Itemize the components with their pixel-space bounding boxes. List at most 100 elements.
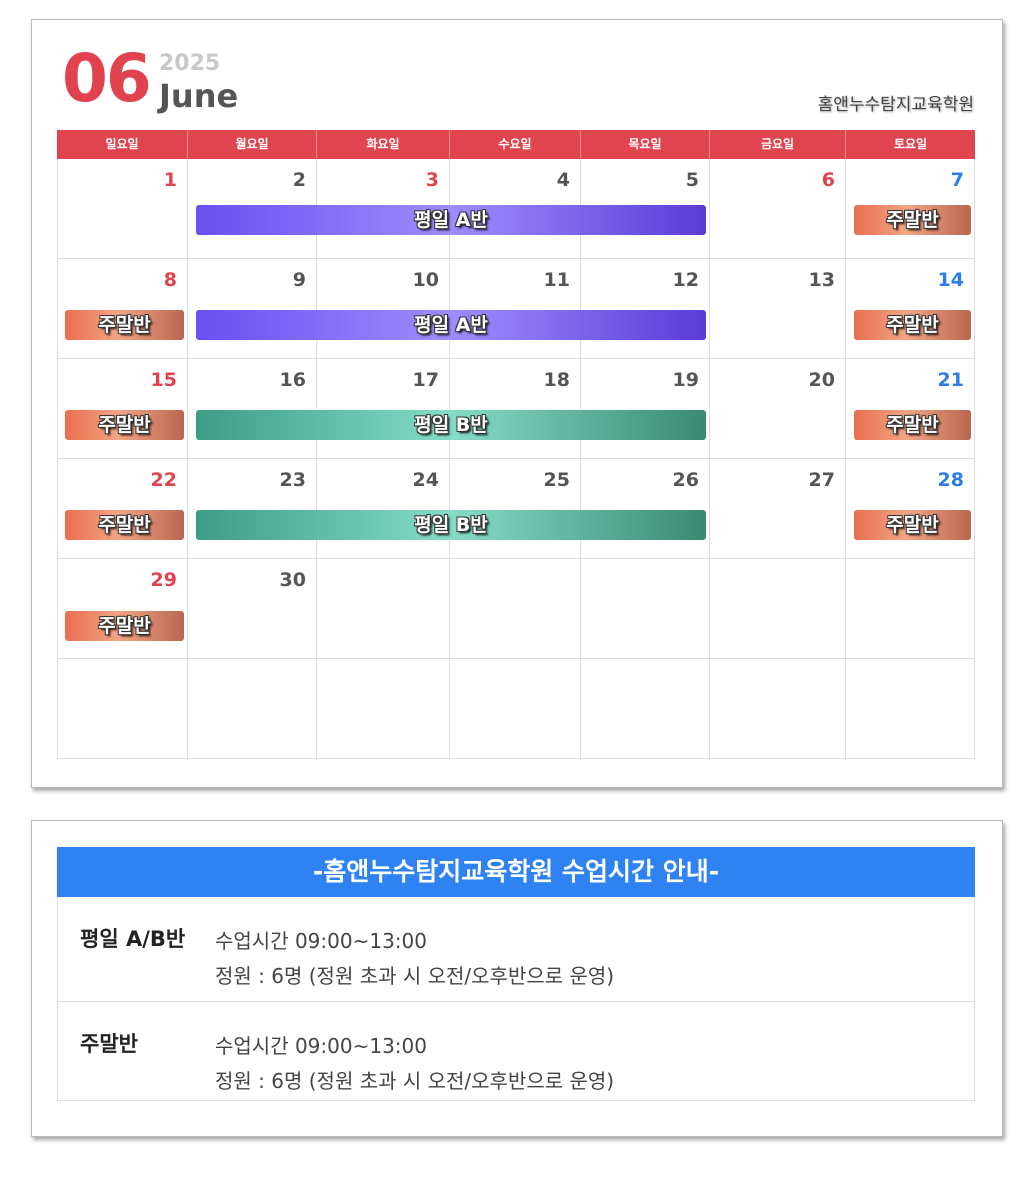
- capacity-text: 정원 : 6명 (정원 초과 시 오전/오후반으로 운영): [215, 1069, 615, 1093]
- calendar-day-cell[interactable]: 22: [57, 459, 188, 558]
- day-number: 29: [150, 569, 177, 591]
- academy-name: 홈앤누수탐지교육학원: [817, 95, 974, 115]
- day-number: 24: [412, 469, 439, 491]
- calendar-day-cell: [317, 659, 450, 758]
- info-title: -홈앤누수탐지교육학원 수업시간 안내-: [57, 847, 975, 897]
- day-number: 1: [163, 169, 177, 191]
- calendar-day-cell[interactable]: 6: [710, 159, 846, 258]
- calendar-grid: 일요일 월요일 화요일 수요일 목요일 금요일 토요일 1 2 3 4 5 6 7 평일 A반 주말반 8 9 1…: [57, 130, 975, 759]
- weekday-header-cell: 목요일: [581, 130, 710, 159]
- calendar-day-cell[interactable]: 18: [450, 359, 581, 458]
- weekday-header-cell: 수요일: [450, 130, 581, 159]
- calendar-day-cell[interactable]: 9: [188, 259, 317, 358]
- class-time-text: 수업시간 09:00~13:00: [215, 1034, 427, 1058]
- calendar-day-cell[interactable]: 10: [317, 259, 450, 358]
- weekday-header-cell: 월요일: [188, 130, 317, 159]
- day-number: 16: [279, 369, 306, 391]
- calendar-day-cell: [450, 559, 581, 658]
- day-number: 30: [279, 569, 306, 591]
- calendar-day-cell: [846, 559, 975, 658]
- calendar-day-cell[interactable]: 28: [846, 459, 975, 558]
- calendar-day-cell[interactable]: 27: [710, 459, 846, 558]
- day-number: 26: [672, 469, 699, 491]
- calendar-day-cell: [710, 659, 846, 758]
- day-number: 10: [412, 269, 439, 291]
- calendar-week-row: 29 30 주말반: [57, 559, 975, 659]
- calendar-day-cell[interactable]: 1: [57, 159, 188, 258]
- weekend-class-bar[interactable]: 주말반: [854, 310, 971, 340]
- day-number: 6: [821, 169, 835, 191]
- month-name: June: [159, 77, 239, 115]
- day-number: 28: [937, 469, 964, 491]
- calendar-day-cell: [581, 659, 710, 758]
- day-number: 3: [425, 169, 439, 191]
- calendar-day-cell[interactable]: 12: [581, 259, 710, 358]
- info-row-label: 주말반: [80, 1032, 138, 1056]
- day-number: 15: [150, 369, 177, 391]
- calendar-day-cell: [57, 659, 188, 758]
- weekend-class-bar[interactable]: 주말반: [65, 410, 184, 440]
- info-row-weekend: 주말반 수업시간 09:00~13:00 정원 : 6명 (정원 초과 시 오전…: [58, 1002, 974, 1100]
- day-number: 8: [163, 269, 177, 291]
- calendar-day-cell[interactable]: 24: [317, 459, 450, 558]
- calendar-day-cell: [710, 559, 846, 658]
- weekday-header-cell: 토요일: [893, 137, 928, 151]
- weekday-header-cell: 화요일: [317, 130, 450, 159]
- calendar-day-cell[interactable]: 29: [57, 559, 188, 658]
- calendar-day-cell[interactable]: 13: [710, 259, 846, 358]
- calendar-day-cell[interactable]: 21: [846, 359, 975, 458]
- weekday-a-class-bar[interactable]: 평일 A반: [196, 205, 706, 235]
- calendar-day-cell[interactable]: 11: [450, 259, 581, 358]
- calendar-panel: 06 2025 June 홈앤누수탐지교육학원 일요일 월요일 화요일 수요일 목요일 금…: [31, 19, 1003, 788]
- calendar-week-row: 15 16 17 18 19 20 21 주말반 평일 B반 주말반: [57, 359, 975, 459]
- weekday-b-class-bar[interactable]: 평일 B반: [196, 410, 706, 440]
- weekend-class-bar[interactable]: 주말반: [854, 510, 971, 540]
- month-number: 06: [62, 40, 152, 117]
- year-label: 2025: [159, 51, 221, 76]
- day-number: 25: [543, 469, 570, 491]
- calendar-day-cell: [846, 659, 975, 758]
- weekday-b-class-bar[interactable]: 평일 B반: [196, 510, 706, 540]
- day-number: 11: [543, 269, 570, 291]
- day-number: 17: [412, 369, 439, 391]
- calendar-day-cell[interactable]: 5: [581, 159, 710, 258]
- calendar-day-cell[interactable]: 7: [846, 159, 975, 258]
- calendar-day-cell[interactable]: 19: [581, 359, 710, 458]
- calendar-day-cell[interactable]: 26: [581, 459, 710, 558]
- day-number: 21: [937, 369, 964, 391]
- calendar-day-cell[interactable]: 30: [188, 559, 317, 658]
- weekday-header-cell: 금요일: [710, 130, 846, 159]
- day-number: 18: [543, 369, 570, 391]
- info-row-weekday: 평일 A/B반 수업시간 09:00~13:00 정원 : 6명 (정원 초과 …: [58, 897, 974, 1002]
- weekday-a-class-bar[interactable]: 평일 A반: [196, 310, 706, 340]
- capacity-text: 정원 : 6명 (정원 초과 시 오전/오후반으로 운영): [215, 964, 615, 988]
- calendar-day-cell[interactable]: 8: [57, 259, 188, 358]
- weekend-class-bar[interactable]: 주말반: [65, 611, 184, 641]
- day-number: 23: [279, 469, 306, 491]
- day-number: 5: [685, 169, 699, 191]
- calendar-day-cell: [581, 559, 710, 658]
- calendar-day-cell[interactable]: 17: [317, 359, 450, 458]
- weekend-class-bar[interactable]: 주말반: [65, 310, 184, 340]
- day-number: 9: [292, 269, 306, 291]
- weekday-header: 일요일 월요일 화요일 수요일 목요일 금요일 토요일: [57, 130, 975, 159]
- calendar-day-cell[interactable]: 15: [57, 359, 188, 458]
- day-number: 7: [950, 169, 964, 191]
- day-number: 19: [672, 369, 699, 391]
- day-number: 22: [150, 469, 177, 491]
- calendar-day-cell[interactable]: 23: [188, 459, 317, 558]
- calendar-day-cell[interactable]: 20: [710, 359, 846, 458]
- calendar-day-cell[interactable]: 16: [188, 359, 317, 458]
- weekend-class-bar[interactable]: 주말반: [65, 510, 184, 540]
- class-info-panel: -홈앤누수탐지교육학원 수업시간 안내- 평일 A/B반 수업시간 09:00~…: [31, 820, 1003, 1137]
- calendar-week-row: 8 9 10 11 12 13 14 주말반 평일 A반 주말반: [57, 259, 975, 359]
- info-table: 평일 A/B반 수업시간 09:00~13:00 정원 : 6명 (정원 초과 …: [57, 897, 975, 1101]
- calendar-week-row: 22 23 24 25 26 27 28 주말반 평일 B반 주말반: [57, 459, 975, 559]
- day-number: 14: [937, 269, 964, 291]
- weekend-class-bar[interactable]: 주말반: [854, 410, 971, 440]
- calendar-day-cell[interactable]: 25: [450, 459, 581, 558]
- weekend-class-bar[interactable]: 주말반: [854, 205, 971, 235]
- day-number: 20: [808, 369, 835, 391]
- calendar-day-cell[interactable]: 14: [846, 259, 975, 358]
- calendar-day-cell: [317, 559, 450, 658]
